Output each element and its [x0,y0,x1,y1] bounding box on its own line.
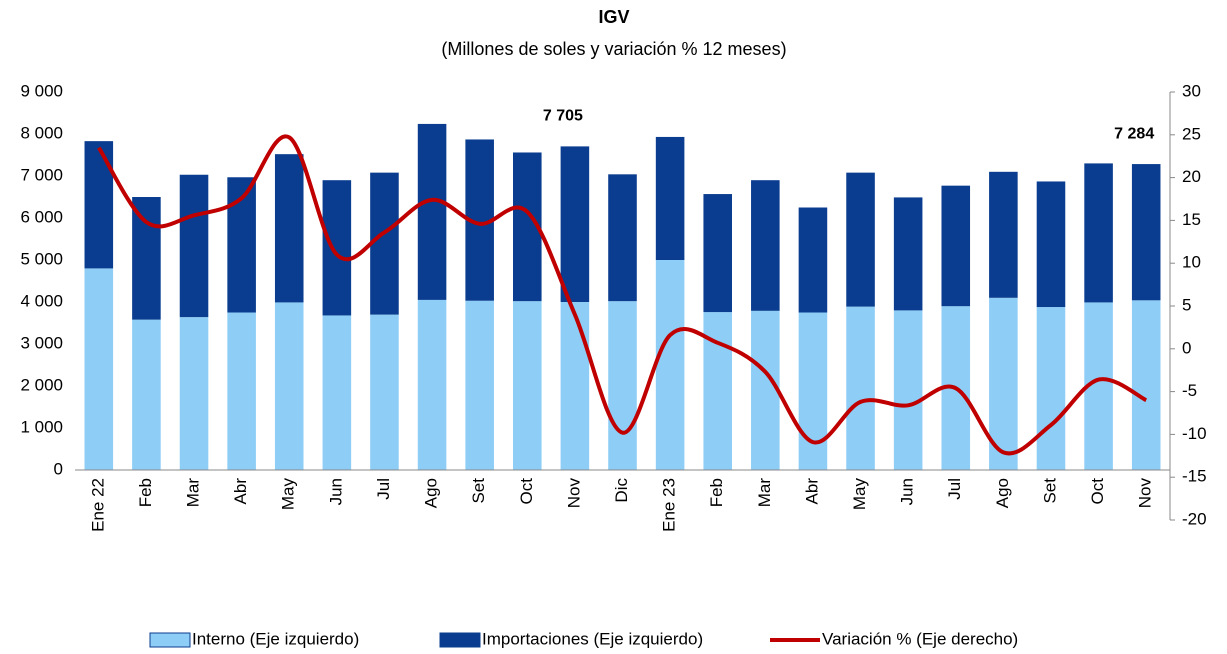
x-tick-label: Jul [374,478,393,500]
bar [322,315,352,470]
x-tick-label: Oct [1088,478,1107,505]
y2-tick-label: 25 [1182,124,1201,143]
y-tick-label: 9 000 [20,81,63,100]
bar [655,136,685,260]
bar [893,197,923,311]
chart-title: IGV [598,7,629,27]
bar [560,146,590,302]
bar [274,154,304,303]
bar [846,172,875,307]
line [97,134,1148,456]
bar [703,194,732,313]
y2-tick-label: 5 [1182,295,1191,314]
bar [513,301,542,470]
x-tick-label: Dic [612,478,631,503]
bar [417,123,447,300]
bar [1131,164,1161,301]
bar [465,300,494,470]
bar [179,174,209,318]
bar [608,174,637,302]
legend-label: Variación % (Eje derecho) [822,629,1018,648]
x-tick-label: Nov [1136,478,1155,509]
bar [798,207,828,313]
bar [989,171,1018,298]
y-tick-label: 4 000 [20,291,63,310]
x-tick-label: Nov [564,478,583,509]
y2-tick-label: -5 [1182,381,1197,400]
data-label: 7 284 [1114,125,1154,142]
x-tick-label: Abr [231,478,250,505]
y-tick-label: 3 000 [20,333,63,352]
x-tick-label: Abr [802,478,821,505]
bar [370,314,399,470]
bar [941,185,971,307]
x-tick-label: Ene 23 [660,478,679,532]
bar [1084,163,1113,303]
x-tick-label: Oct [517,478,536,505]
x-tick-label: Mar [755,478,774,508]
bar [417,299,447,470]
bar [132,319,161,470]
x-tick-label: Feb [136,478,155,507]
bar [179,317,209,470]
data-label: 7 705 [543,108,583,125]
bar [1131,300,1161,470]
y2-tick-label: 10 [1182,253,1201,272]
bar [227,312,256,470]
y-tick-label: 6 000 [20,207,63,226]
bar [560,302,590,470]
y-tick-label: 2 000 [20,375,63,394]
bar [608,301,637,470]
y-tick-label: 0 [54,459,63,478]
x-tick-label: Jun [898,478,917,505]
y2-tick-label: -15 [1182,467,1207,486]
y2-tick-label: 30 [1182,81,1201,100]
bar [84,141,114,269]
y2-tick-label: 15 [1182,210,1201,229]
bar [132,197,161,320]
bar [655,260,685,470]
y2-tick-label: 0 [1182,338,1191,357]
x-tick-label: Set [469,478,488,504]
bar [370,172,399,315]
y-tick-label: 5 000 [20,249,63,268]
y2-tick-label: -20 [1182,509,1207,528]
y2-tick-label: 20 [1182,167,1201,186]
bar [1036,181,1066,308]
x-tick-label: Ago [993,478,1012,508]
y-tick-label: 1 000 [20,417,63,436]
x-tick-label: May [850,478,869,511]
x-tick-label: Mar [184,478,203,508]
x-tick-label: Ene 22 [88,478,107,532]
bar [751,310,780,470]
bar [893,310,923,470]
bar [84,268,114,470]
x-tick-label: Ago [422,478,441,508]
legend-swatch [149,632,191,648]
y-tick-label: 7 000 [20,165,63,184]
legend-swatch [439,632,481,648]
legend-label: Importaciones (Eje izquierdo) [482,629,703,648]
y-tick-label: 8 000 [20,123,63,142]
x-tick-label: May [279,478,298,511]
bar [798,312,828,470]
x-tick-label: Set [1040,478,1059,504]
bar [1036,307,1066,470]
chart-subtitle: (Millones de soles y variación % 12 mese… [441,39,786,59]
legend-label: Interno (Eje izquierdo) [192,629,359,648]
y2-tick-label: -10 [1182,424,1207,443]
bar [274,302,304,470]
x-tick-label: Feb [707,478,726,507]
x-tick-label: Jul [945,478,964,500]
bar [751,180,780,311]
bar [846,306,875,470]
bar [322,180,352,316]
x-tick-label: Jun [326,478,345,505]
